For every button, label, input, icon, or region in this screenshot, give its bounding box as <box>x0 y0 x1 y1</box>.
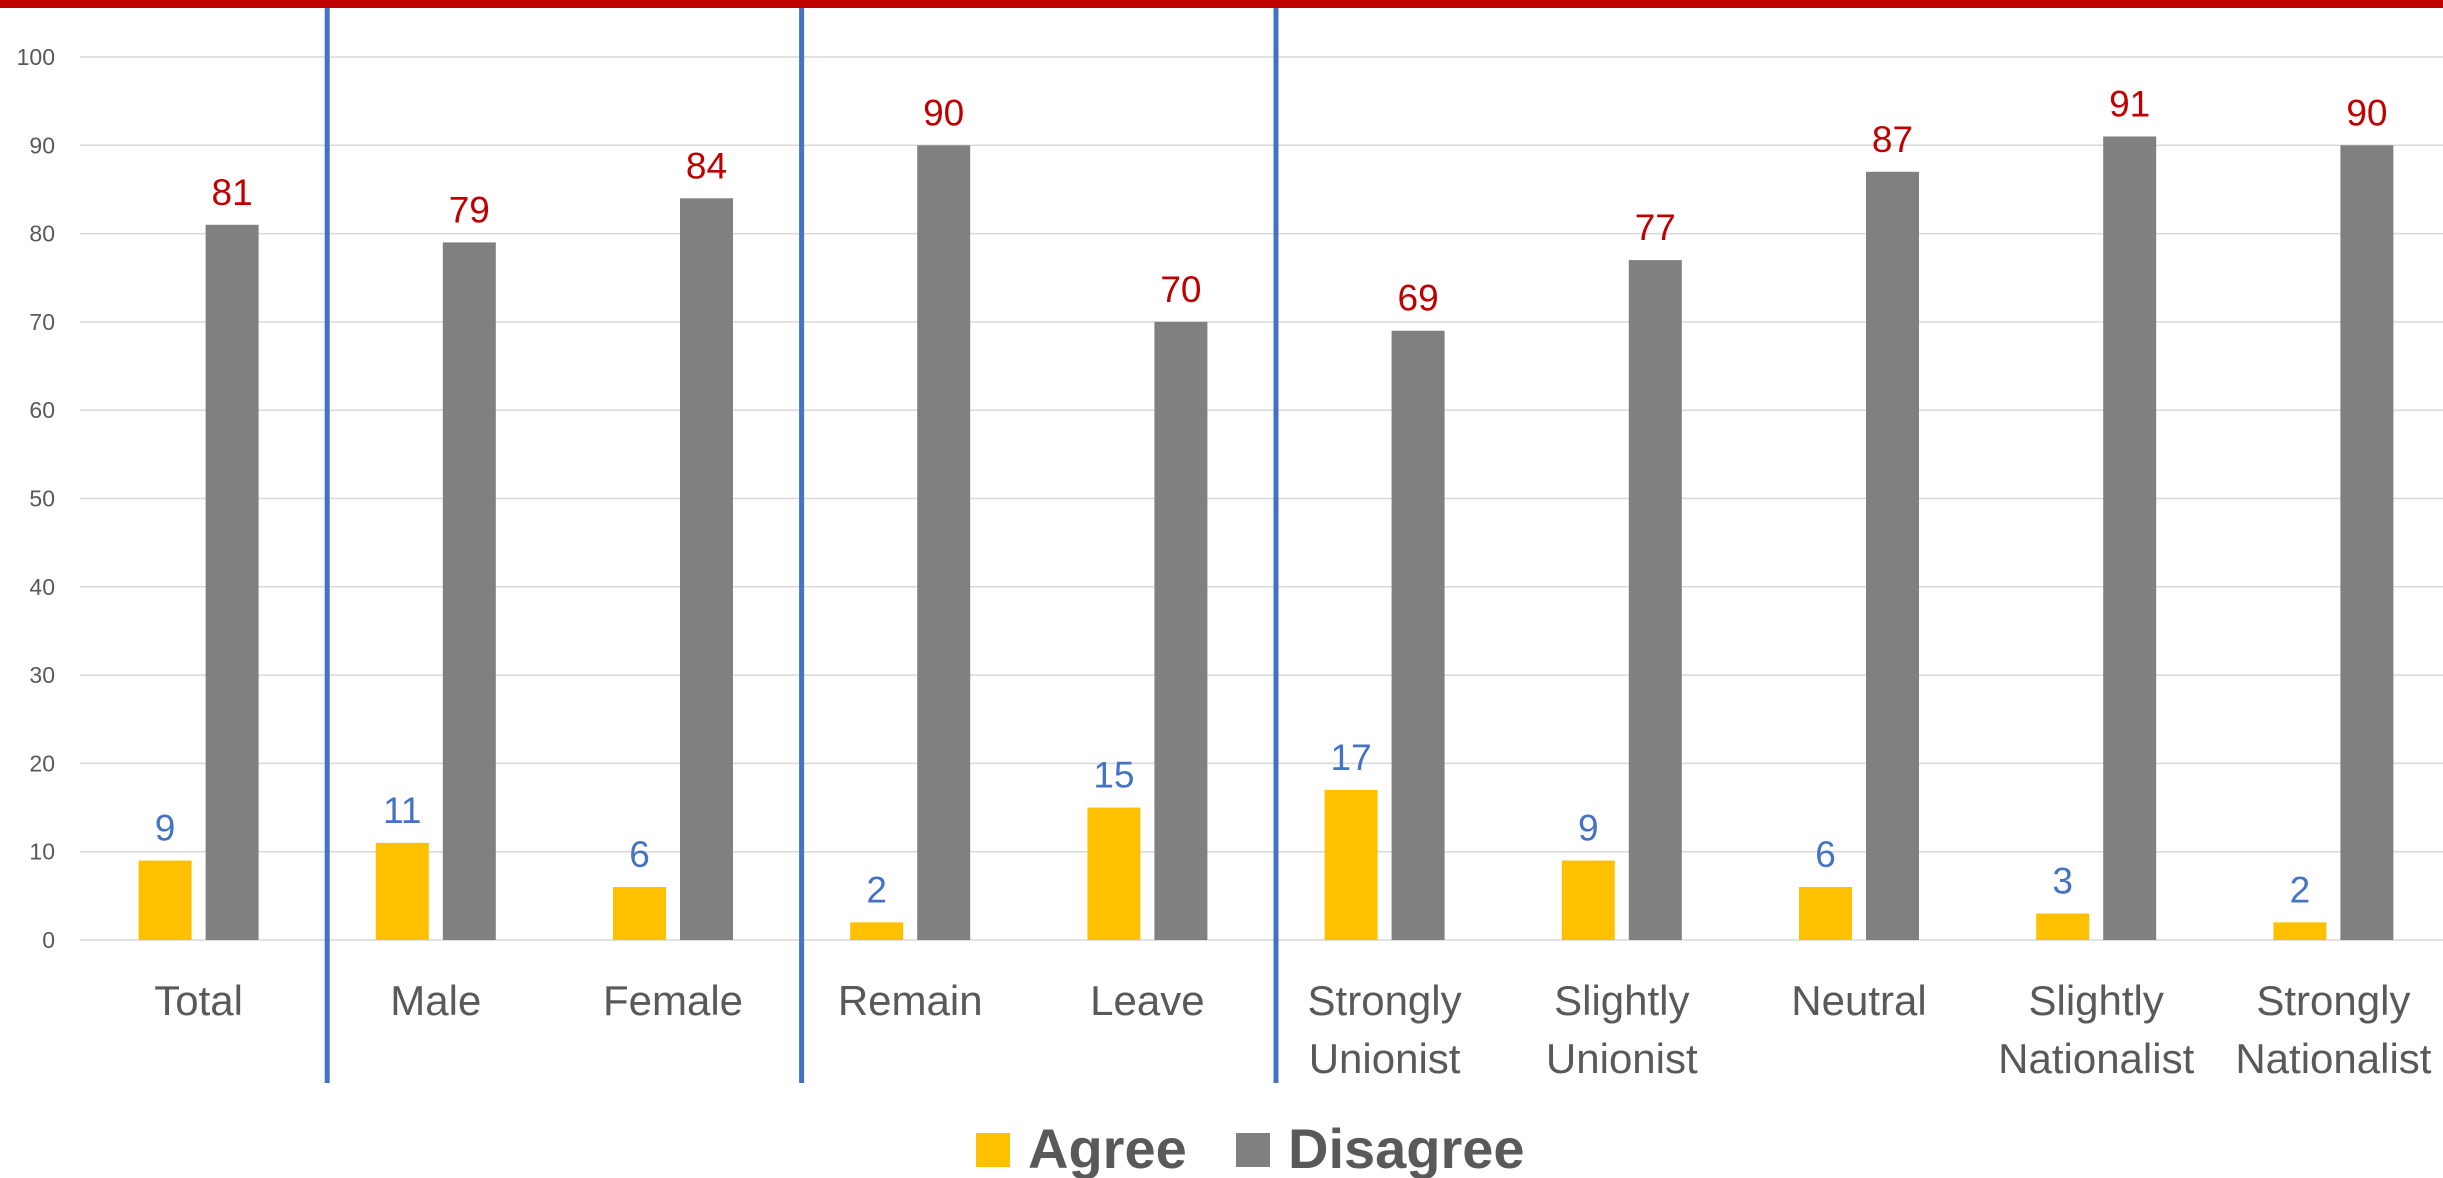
bar-agree-2 <box>613 887 666 940</box>
category-label: Slightly <box>2028 977 2163 1024</box>
data-label-disagree: 90 <box>923 92 964 133</box>
category-label: Female <box>603 977 743 1024</box>
data-label-disagree: 69 <box>1398 278 1439 319</box>
bar-agree-1 <box>375 842 429 940</box>
bar-disagree-1 <box>442 242 496 940</box>
y-tick-label: 20 <box>29 750 55 776</box>
data-label-agree: 17 <box>1331 737 1372 778</box>
legend-swatch-agree <box>976 1133 1010 1167</box>
category-label: Remain <box>838 977 983 1024</box>
bar-agree-4 <box>1087 807 1141 940</box>
y-tick-label: 90 <box>29 132 55 158</box>
bar-agree-6 <box>1561 860 1615 940</box>
y-tick-label: 70 <box>29 309 55 335</box>
y-tick-label: 30 <box>29 662 55 688</box>
bar-disagree-8 <box>2103 136 2157 941</box>
legend-swatch-disagree <box>1236 1133 1270 1167</box>
bar-disagree-5 <box>1391 330 1445 941</box>
data-label-disagree: 91 <box>2109 83 2150 124</box>
category-label: Strongly <box>1308 977 1462 1024</box>
category-label: Neutral <box>1791 977 1926 1024</box>
category-label: Male <box>390 977 481 1024</box>
bar-disagree-2 <box>680 198 733 940</box>
top-accent-bar <box>0 0 2443 8</box>
bar-disagree-0 <box>205 224 259 940</box>
bar-disagree-4 <box>1154 321 1208 940</box>
data-label-disagree: 87 <box>1872 119 1913 160</box>
category-label: Unionist <box>1546 1035 1698 1082</box>
bar-disagree-7 <box>1866 171 1919 941</box>
data-label-agree: 6 <box>1815 834 1836 875</box>
bar-agree-0 <box>138 860 192 940</box>
category-label: Slightly <box>1554 977 1689 1024</box>
data-label-agree: 15 <box>1093 755 1134 796</box>
category-label: Strongly <box>2256 977 2410 1024</box>
y-tick-label: 0 <box>42 927 55 953</box>
bar-agree-3 <box>850 922 904 940</box>
category-label: Nationalist <box>2235 1035 2431 1082</box>
bar-agree-7 <box>1799 887 1852 940</box>
data-label-agree: 9 <box>1578 808 1599 849</box>
data-label-disagree: 70 <box>1160 269 1201 310</box>
bar-agree-8 <box>2036 913 2090 940</box>
data-label-disagree: 84 <box>686 145 727 186</box>
data-label-disagree: 79 <box>449 189 490 230</box>
category-label: Nationalist <box>1998 1035 2194 1082</box>
bar-agree-5 <box>1324 789 1378 940</box>
data-label-agree: 9 <box>155 808 176 849</box>
bar-disagree-9 <box>2340 145 2394 941</box>
data-label-agree: 3 <box>2052 861 2073 902</box>
y-tick-label: 50 <box>29 486 55 512</box>
category-label: Leave <box>1090 977 1204 1024</box>
data-label-agree: 11 <box>383 790 421 831</box>
y-tick-label: 40 <box>29 574 55 600</box>
y-tick-label: 80 <box>29 221 55 247</box>
legend-label-agree: Agree <box>1028 1117 1187 1178</box>
legend-label-disagree: Disagree <box>1288 1117 1525 1178</box>
bar-disagree-3 <box>917 145 971 941</box>
data-label-disagree: 81 <box>212 172 253 213</box>
y-tick-label: 10 <box>29 839 55 865</box>
data-label-agree: 2 <box>866 869 887 910</box>
data-label-disagree: 90 <box>2346 92 2387 133</box>
y-tick-label: 100 <box>17 44 55 70</box>
data-label-agree: 2 <box>2290 869 2311 910</box>
category-label: Unionist <box>1309 1035 1461 1082</box>
category-label: Total <box>154 977 243 1024</box>
data-label-agree: 6 <box>629 834 650 875</box>
data-label-disagree: 77 <box>1635 207 1676 248</box>
y-tick-label: 60 <box>29 397 55 423</box>
bar-agree-9 <box>2273 922 2327 940</box>
bar-disagree-6 <box>1628 260 1682 941</box>
